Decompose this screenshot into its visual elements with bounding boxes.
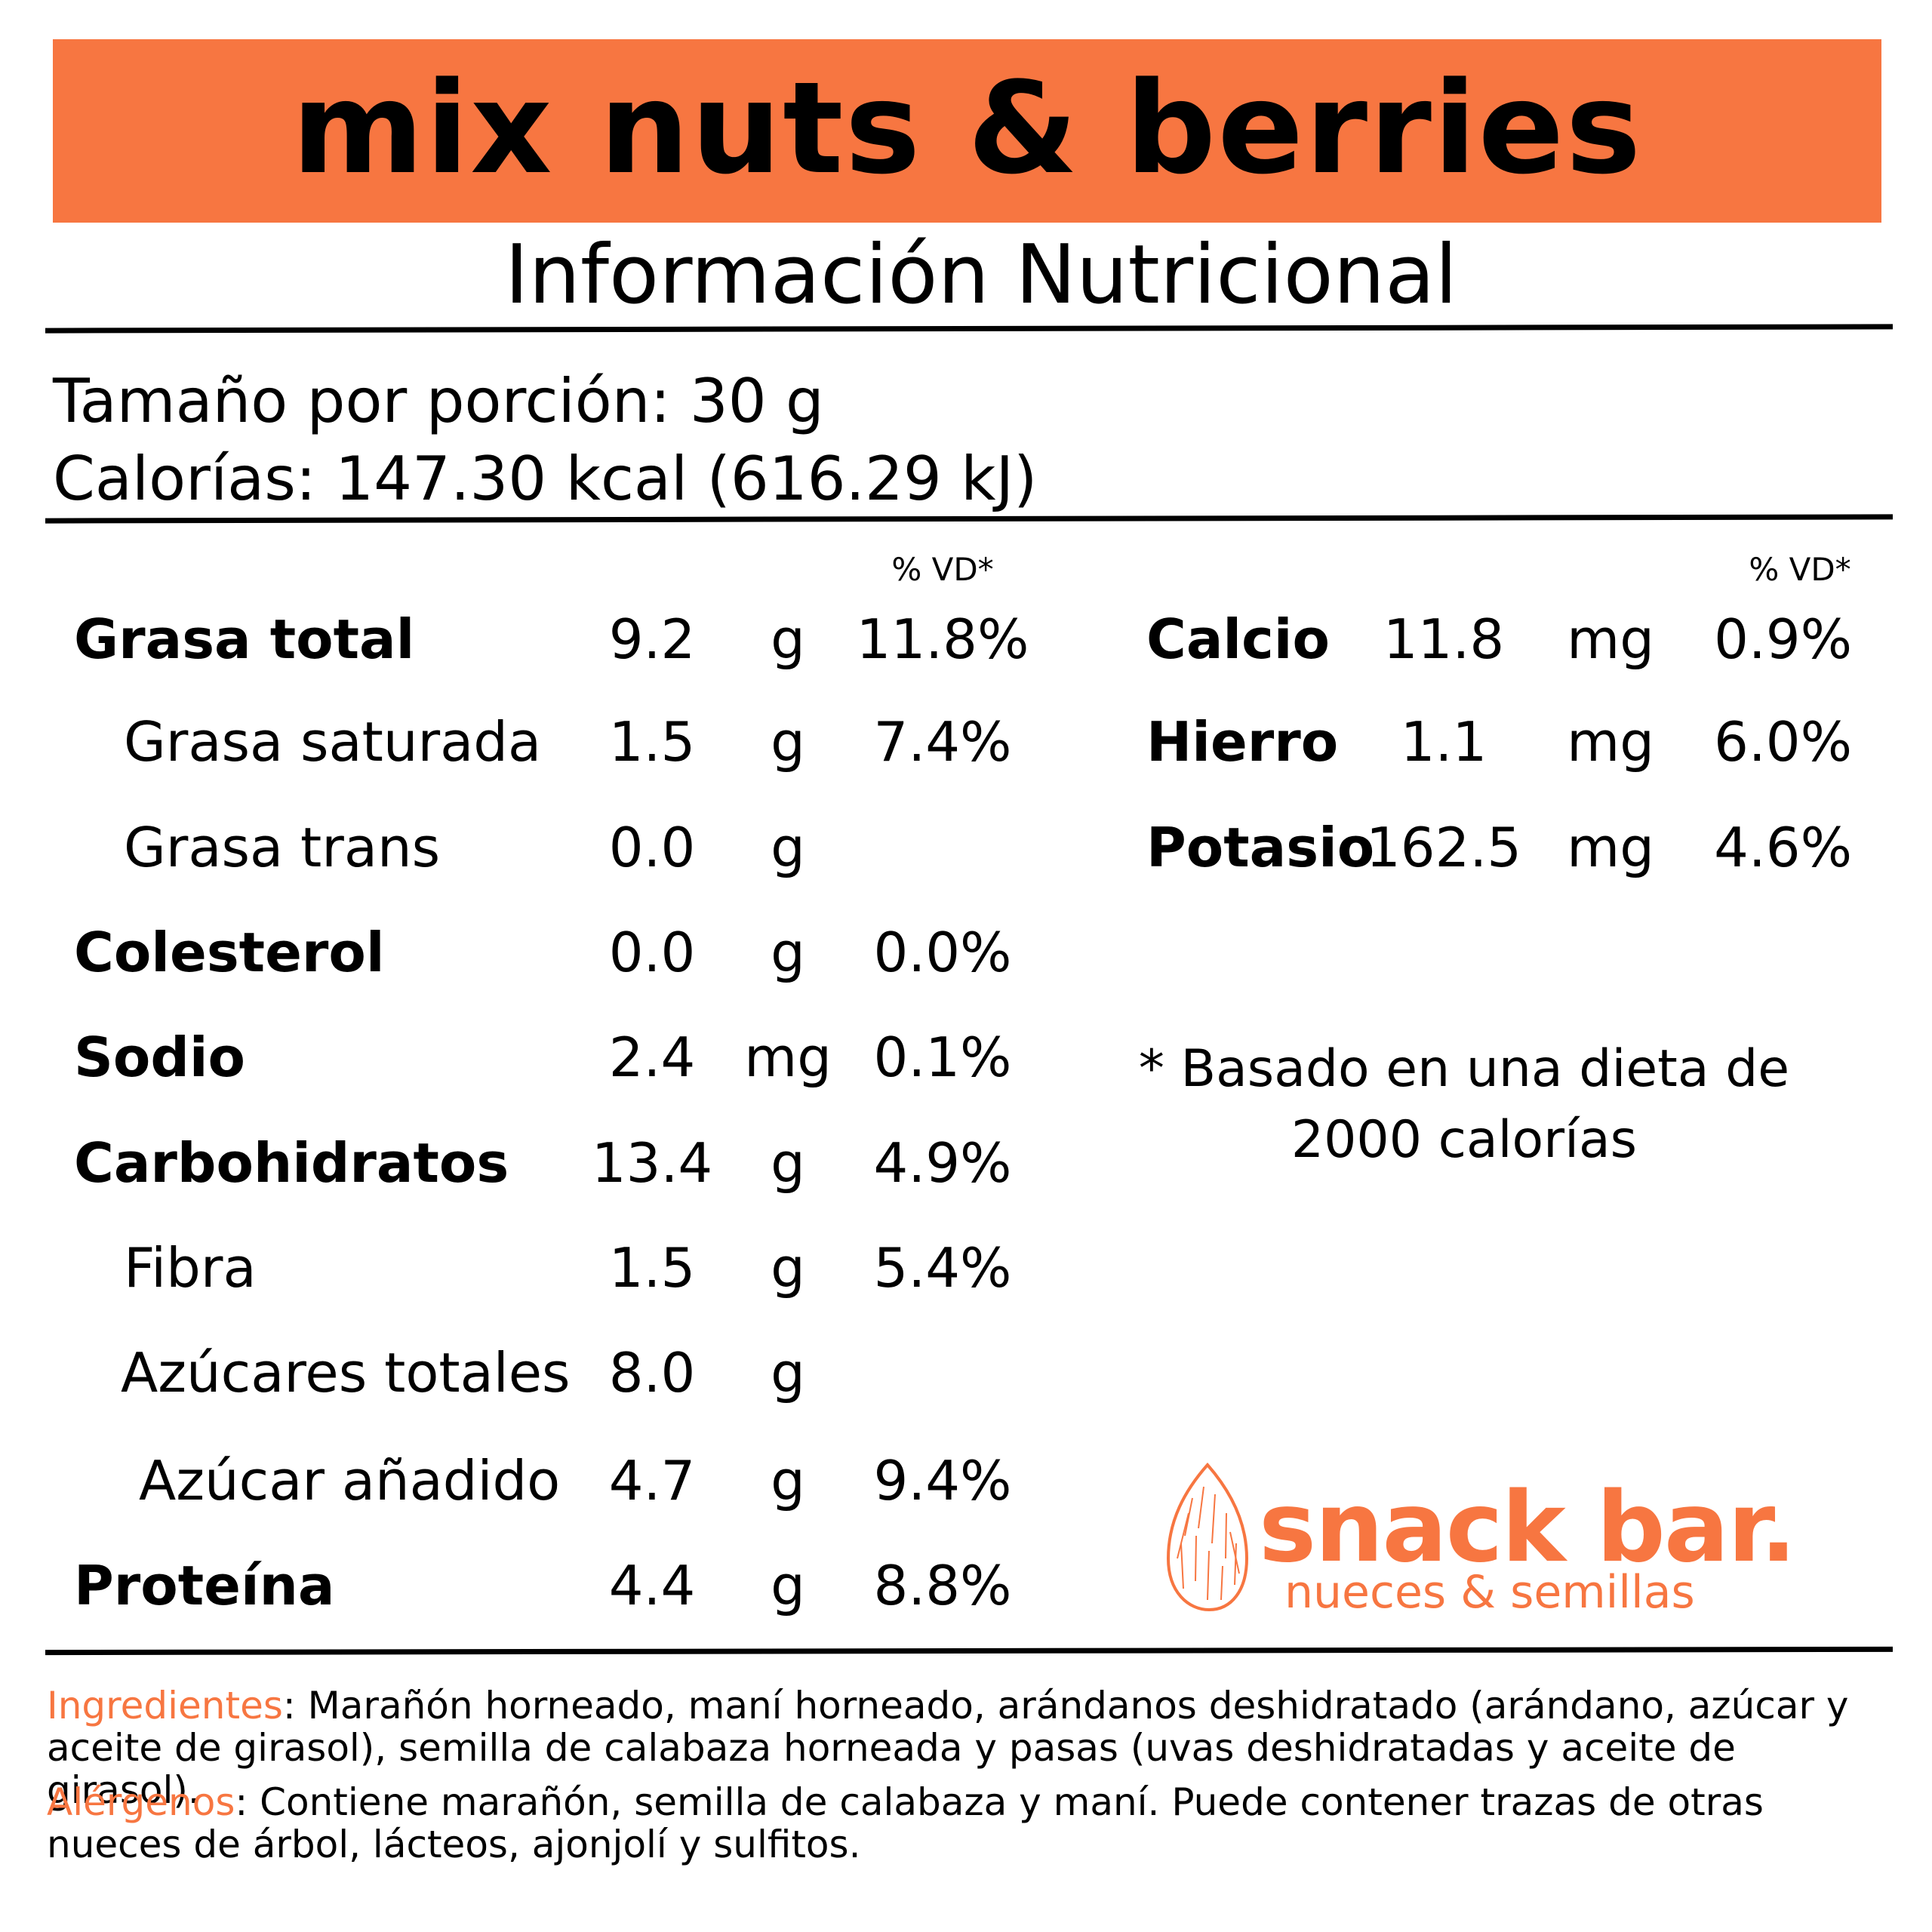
nutrient-unit: g — [771, 710, 805, 774]
nutrient-row: Fibra 1.5 g 5.4% — [0, 1223, 1057, 1313]
nutrient-unit: g — [771, 1236, 805, 1300]
nutrient-unit: g — [771, 921, 805, 984]
nutrient-value: 162.5 — [1365, 816, 1522, 879]
nutrient-row: Colesterol 0.0 g 0.0% — [0, 907, 1057, 998]
nutrient-row: Grasa trans 0.0 g — [0, 802, 1057, 893]
nutrient-unit: mg — [1567, 710, 1654, 774]
nutrient-value: 4.4 — [608, 1554, 696, 1617]
serving-size: Tamaño por porción: 30 g — [53, 366, 824, 436]
nutrient-label: Hierro — [1146, 710, 1339, 774]
nutrient-label: Proteína — [74, 1554, 335, 1617]
nutrient-vd: 0.9% — [1714, 608, 1852, 671]
nutrient-unit: g — [771, 816, 805, 879]
nutrient-label: Azúcar añadido — [139, 1449, 561, 1512]
nutrient-value: 2.4 — [608, 1026, 696, 1089]
nutrient-unit: mg — [1567, 816, 1654, 879]
nutrient-unit: g — [771, 1341, 805, 1404]
footnote-line-1: * Basado en una dieta de — [1138, 1039, 1790, 1099]
nutrient-row: Hierro 1.1 mg 6.0% — [0, 697, 1932, 787]
nutrient-label: Carbohidratos — [74, 1131, 509, 1195]
nutrient-label: Azúcares totales — [121, 1341, 571, 1404]
brand-name: snack bar. — [1259, 1472, 1797, 1584]
nutrient-unit: g — [771, 608, 805, 671]
nutrient-value: 1.5 — [608, 1236, 696, 1300]
product-name: mix nuts & berries — [291, 54, 1643, 202]
allergens-list: : Contiene marañón, semilla de calabaza … — [47, 1780, 1764, 1866]
nutrient-unit: mg — [1567, 608, 1654, 671]
brand-tagline: nueces & semillas — [1284, 1566, 1695, 1619]
nutrient-row: Proteína 4.4 g 8.8% — [0, 1540, 1057, 1631]
nutrient-row: Azúcares totales 8.0 g — [0, 1327, 1057, 1418]
footnote-line-2: 2000 calorías — [1291, 1110, 1638, 1170]
ingredients-list: : Marañón horneado, maní horneado, aránd… — [47, 1684, 1849, 1812]
ingredients-label: Ingredientes — [47, 1684, 283, 1727]
nutrient-value: 11.8 — [1383, 608, 1505, 671]
nutrient-unit: g — [771, 1131, 805, 1195]
nutrient-vd: 5.4% — [873, 1236, 1012, 1300]
nutrient-row: Carbohidratos 13.4 g 4.9% — [0, 1118, 1057, 1208]
nutrient-row: Azúcar añadido 4.7 g 9.4% — [0, 1435, 1057, 1526]
title-banner: mix nuts & berries — [53, 39, 1881, 223]
section-title: Información Nutricional — [504, 228, 1458, 322]
nutrient-value: 0.0 — [608, 816, 696, 879]
divider-bottom — [45, 1646, 1894, 1656]
vd-header-right: % VD* — [1749, 551, 1851, 588]
nutrient-row: Calcio 11.8 mg 0.9% — [0, 594, 1932, 685]
nutrient-unit: mg — [744, 1026, 832, 1089]
nutrient-label: Grasa saturada — [124, 710, 542, 774]
nutrient-label: Colesterol — [74, 921, 385, 984]
almond-icon — [1166, 1462, 1249, 1612]
nutrient-value: 4.7 — [608, 1449, 696, 1512]
nutrient-label: Grasa total — [74, 608, 415, 671]
calories: Calorías: 147.30 kcal (616.29 kJ) — [53, 444, 1038, 514]
nutrient-value: 9.2 — [608, 608, 696, 671]
nutrient-value: 13.4 — [591, 1131, 713, 1195]
nutrient-unit: g — [771, 1554, 805, 1617]
nutrient-vd: 4.9% — [873, 1131, 1012, 1195]
nutrient-vd: 9.4% — [873, 1449, 1012, 1512]
nutrient-value: 8.0 — [608, 1341, 696, 1404]
ingredients-text: Ingredientes: Marañón horneado, maní hor… — [47, 1684, 1888, 1811]
nutrient-label: Fibra — [124, 1236, 257, 1300]
nutrient-label: Sodio — [74, 1026, 246, 1089]
nutrient-value: 1.5 — [608, 710, 696, 774]
nutrient-value: 0.0 — [608, 921, 696, 984]
footnote: * Basado en una dieta de 2000 calorías — [1087, 1034, 1841, 1176]
nutrient-row: Grasa saturada 1.5 g 7.4% — [0, 697, 1057, 787]
nutrient-row: Sodio 2.4 mg 0.1% — [0, 1012, 1057, 1103]
nutrient-row: Grasa total 9.2 g 11.8% — [0, 594, 1057, 685]
divider-top — [45, 324, 1894, 334]
vd-header-left: % VD* — [891, 551, 994, 588]
nutrient-vd: 7.4% — [873, 710, 1012, 774]
allergens-text: Alérgenos: Contiene marañón, semilla de … — [47, 1781, 1888, 1866]
nutrient-unit: g — [771, 1449, 805, 1512]
nutrient-label: Calcio — [1146, 608, 1330, 671]
nutrient-label: Potasio — [1146, 816, 1375, 879]
allergens-label: Alérgenos — [47, 1780, 235, 1824]
nutrient-label: Grasa trans — [124, 816, 441, 879]
nutrient-vd: 4.6% — [1714, 816, 1852, 879]
nutrient-vd: 0.1% — [873, 1026, 1012, 1089]
nutrient-vd: 8.8% — [873, 1554, 1012, 1617]
nutrient-value: 1.1 — [1400, 710, 1487, 774]
nutrient-row: Potasio 162.5 mg 4.6% — [0, 802, 1932, 893]
nutrient-vd: 6.0% — [1714, 710, 1852, 774]
nutrient-vd: 11.8% — [856, 608, 1029, 671]
nutrient-vd: 0.0% — [873, 921, 1012, 984]
